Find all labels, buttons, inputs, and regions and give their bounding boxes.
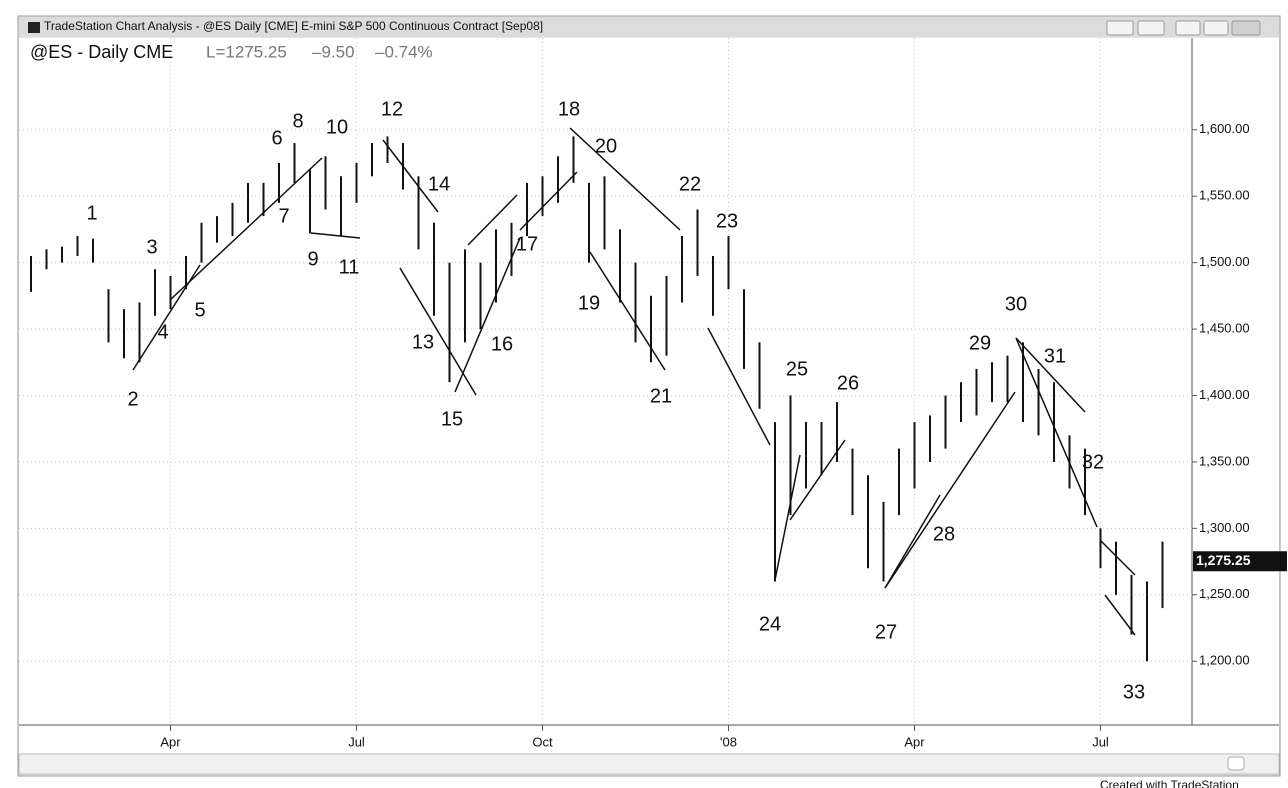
wave-label: 3 xyxy=(146,236,157,258)
wave-label: 17 xyxy=(516,233,538,255)
trend-line xyxy=(569,127,681,231)
wave-label: 24 xyxy=(759,613,781,635)
last-price-label: 1,275.25 xyxy=(1196,552,1251,568)
wave-label: 13 xyxy=(412,331,434,353)
wave-label: 29 xyxy=(969,332,991,354)
x-tick-label: '08 xyxy=(720,734,737,749)
trend-line xyxy=(467,194,518,246)
y-tick-label: 1,600.00 xyxy=(1199,121,1250,136)
trend-line xyxy=(1099,539,1136,576)
wave-label: 31 xyxy=(1044,345,1066,367)
quote-last: L=1275.25 xyxy=(206,42,287,61)
trend-line xyxy=(1015,337,1086,413)
quote-change: –9.50 xyxy=(312,42,355,61)
app-icon xyxy=(28,22,40,33)
quote-percent: –0.74% xyxy=(375,42,433,61)
wave-label: 14 xyxy=(428,173,450,195)
y-tick-label: 1,400.00 xyxy=(1199,387,1250,402)
wave-label: 33 xyxy=(1123,681,1145,703)
wave-label: 7 xyxy=(278,205,289,227)
trend-line xyxy=(884,494,941,589)
wave-label: 9 xyxy=(307,248,318,270)
chart-button[interactable] xyxy=(1137,20,1165,36)
trend-line xyxy=(1015,337,1098,528)
plot-background xyxy=(19,38,1279,754)
wave-label: 18 xyxy=(558,98,580,120)
title-bar xyxy=(19,17,1279,37)
wave-label: 20 xyxy=(595,135,617,157)
wave-label: 11 xyxy=(339,256,360,278)
y-tick-label: 1,500.00 xyxy=(1199,254,1250,269)
trend-line xyxy=(310,232,361,239)
wave-label: 27 xyxy=(875,621,897,643)
wave-label: 10 xyxy=(326,116,348,138)
trend-line xyxy=(519,171,578,231)
trend-line xyxy=(454,237,521,393)
x-tick-label: Jul xyxy=(1092,734,1109,749)
last-price-marker xyxy=(1193,551,1287,572)
wave-label: 16 xyxy=(491,333,513,355)
x-tick-label: Apr xyxy=(160,734,181,749)
trend-line xyxy=(884,391,1016,589)
trend-line xyxy=(789,439,846,521)
wave-label: 1 xyxy=(86,202,97,224)
wave-label: 32 xyxy=(1082,451,1104,473)
minimize-button[interactable] xyxy=(1175,20,1201,36)
chart-title: @ES - Daily CME xyxy=(30,42,173,62)
wave-label: 15 xyxy=(441,408,463,430)
wave-label: 8 xyxy=(292,110,303,132)
wave-label: 25 xyxy=(786,358,808,380)
wave-label: 19 xyxy=(578,292,600,314)
y-tick-label: 1,300.00 xyxy=(1199,520,1250,535)
wave-label: 30 xyxy=(1005,293,1027,315)
wave-label: 23 xyxy=(716,210,738,232)
y-tick-label: 1,350.00 xyxy=(1199,453,1250,468)
x-tick-label: Oct xyxy=(532,734,553,749)
wave-label: 26 xyxy=(837,372,859,394)
symbol-button[interactable] xyxy=(1106,20,1134,36)
wave-label: 22 xyxy=(679,173,701,195)
trend-line xyxy=(1104,594,1136,636)
wave-label: 2 xyxy=(127,388,138,410)
scrollbar[interactable] xyxy=(18,753,1280,775)
x-tick-label: Apr xyxy=(904,734,925,749)
trend-line xyxy=(774,454,801,581)
y-tick-label: 1,250.00 xyxy=(1199,586,1250,601)
trend-line xyxy=(382,139,439,213)
x-tick-label: Jul xyxy=(348,734,365,749)
wave-label: 12 xyxy=(381,98,403,120)
trend-line xyxy=(707,327,771,446)
scroll-thumb[interactable] xyxy=(1227,756,1245,771)
wave-label: 6 xyxy=(271,127,282,149)
y-tick-label: 1,200.00 xyxy=(1199,653,1250,668)
footer: Created with TradeStation xyxy=(1100,778,1239,788)
wave-label: 28 xyxy=(933,523,955,545)
wave-label: 21 xyxy=(650,385,672,407)
window-title: TradeStation Chart Analysis - @ES Daily … xyxy=(44,19,543,33)
y-tick-label: 1,450.00 xyxy=(1199,320,1250,335)
close-button[interactable] xyxy=(1231,20,1261,36)
trend-line xyxy=(169,157,323,301)
trend-line xyxy=(589,251,666,371)
wave-label: 4 xyxy=(157,321,168,343)
y-tick-label: 1,550.00 xyxy=(1199,188,1250,203)
wave-label: 5 xyxy=(194,299,205,321)
maximize-button[interactable] xyxy=(1203,20,1229,36)
